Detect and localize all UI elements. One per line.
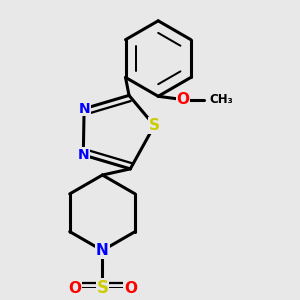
Text: N: N — [78, 102, 90, 116]
Text: S: S — [149, 118, 160, 133]
Text: N: N — [77, 148, 89, 162]
Text: CH₃: CH₃ — [209, 93, 233, 106]
Text: O: O — [176, 92, 189, 107]
Text: O: O — [68, 281, 81, 296]
Text: S: S — [96, 279, 108, 297]
Text: O: O — [124, 281, 137, 296]
Text: N: N — [96, 243, 109, 258]
